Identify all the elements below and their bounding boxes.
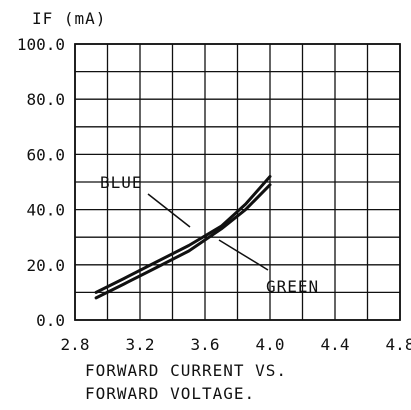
x-tick-label: 3.6 bbox=[191, 335, 220, 354]
series-lines bbox=[94, 175, 272, 300]
x-axis-label-line-1: FORWARD CURRENT VS. bbox=[85, 361, 287, 380]
tick-labels: 2.8 3.2 3.6 4.0 4.4 4.8 0.0 20.0 40.0 60.0 80.0 100… bbox=[17, 35, 411, 354]
y-tick-label: 40.0 bbox=[26, 201, 65, 220]
y-tick-label: 60.0 bbox=[26, 145, 65, 164]
x-axis-label-line-2: FORWARD VOLTAGE. bbox=[85, 384, 255, 403]
annotation-blue: BLUE bbox=[100, 173, 143, 192]
x-tick-label: 2.8 bbox=[61, 335, 90, 354]
x-tick-label: 3.2 bbox=[126, 335, 155, 354]
y-tick-label: 100.0 bbox=[17, 35, 65, 54]
grid bbox=[74, 43, 401, 321]
leader-line-blue bbox=[147, 193, 191, 228]
x-tick-label: 4.0 bbox=[256, 335, 285, 354]
y-tick-label: 0.0 bbox=[36, 311, 65, 330]
annotation-green: GREEN bbox=[266, 277, 319, 296]
leader-line-green bbox=[218, 239, 269, 271]
y-axis-label: IF (mA) bbox=[32, 9, 106, 28]
plot-frame bbox=[74, 43, 401, 321]
y-tick-label: 20.0 bbox=[26, 256, 65, 275]
series-line-blue bbox=[94, 175, 272, 294]
annotation-leaders bbox=[147, 193, 269, 271]
x-tick-label: 4.4 bbox=[321, 335, 350, 354]
series-line-green bbox=[94, 183, 272, 300]
x-tick-label: 4.8 bbox=[386, 335, 411, 354]
y-tick-label: 80.0 bbox=[26, 90, 65, 109]
